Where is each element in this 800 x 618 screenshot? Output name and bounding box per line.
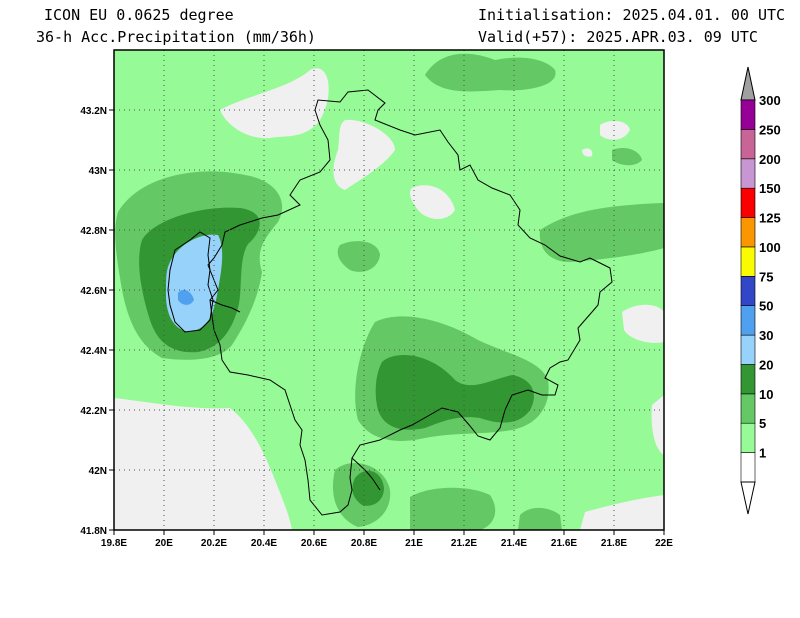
legend-label: 125 bbox=[759, 211, 781, 226]
x-tick-label: 21E bbox=[405, 538, 423, 549]
legend-label: 200 bbox=[759, 152, 781, 167]
x-tick-label: 21.8E bbox=[601, 538, 627, 549]
x-tick-label: 20.8E bbox=[351, 538, 377, 549]
legend-label: 1 bbox=[759, 446, 766, 461]
legend-arrow-top bbox=[740, 66, 756, 101]
legend-swatch bbox=[740, 275, 756, 306]
legend-swatch bbox=[740, 158, 756, 189]
legend-swatch bbox=[740, 99, 756, 130]
legend-swatch bbox=[740, 422, 756, 453]
x-tick-label: 20.4E bbox=[251, 538, 277, 549]
legend-label: 10 bbox=[759, 387, 773, 402]
x-tick-label: 21.4E bbox=[501, 538, 527, 549]
legend-swatch bbox=[740, 393, 756, 424]
legend-swatch bbox=[740, 305, 756, 336]
country-border bbox=[207, 89, 613, 516]
legend-swatch bbox=[740, 364, 756, 395]
precip-band-30-50 bbox=[178, 289, 194, 305]
legend-label: 50 bbox=[759, 299, 773, 314]
x-tick-labels: 19.8E 20E 20.2E 20.4E 20.6E 20.8E 21E 21… bbox=[101, 538, 673, 549]
x-tick-label: 21.2E bbox=[451, 538, 477, 549]
legend-swatch bbox=[740, 187, 756, 218]
legend-swatch bbox=[740, 129, 756, 160]
internal-boundary-2 bbox=[351, 457, 381, 491]
y-tick-label: 42.2N bbox=[80, 406, 107, 417]
x-tick-label: 19.8E bbox=[101, 538, 127, 549]
legend-label: 100 bbox=[759, 240, 781, 255]
lake-outline bbox=[167, 231, 214, 333]
legend-boxes bbox=[740, 99, 756, 483]
y-tick-label: 42.4N bbox=[80, 346, 107, 357]
legend-labels: 1 5 10 20 30 50 75 100 125 150 200 250 300 bbox=[759, 93, 781, 461]
x-tick-label: 22E bbox=[655, 538, 673, 549]
tick-marks bbox=[109, 109, 665, 535]
legend-swatch bbox=[740, 334, 756, 365]
x-tick-label: 20.2E bbox=[201, 538, 227, 549]
gridlines bbox=[114, 50, 664, 530]
legend-label: 300 bbox=[759, 93, 781, 108]
legend-swatch bbox=[740, 452, 756, 483]
legend-label: 75 bbox=[759, 269, 773, 284]
model-title: ICON EU 0.0625 degree bbox=[44, 6, 234, 24]
color-legend: 1 5 10 20 30 50 75 100 125 150 200 250 300 bbox=[740, 66, 781, 515]
y-tick-label: 42.6N bbox=[80, 286, 107, 297]
valid-time: Valid(+57): 2025.APR.03. 09 UTC bbox=[478, 28, 758, 46]
legend-label: 5 bbox=[759, 416, 766, 431]
legend-swatch bbox=[740, 246, 756, 277]
y-tick-label: 42N bbox=[89, 466, 107, 477]
legend-label: 150 bbox=[759, 181, 781, 196]
y-tick-label: 43N bbox=[89, 166, 107, 177]
field-title: 36-h Acc.Precipitation (mm/36h) bbox=[36, 28, 316, 46]
x-tick-label: 20E bbox=[155, 538, 173, 549]
y-tick-labels: 41.8N 42N 42.2N 42.4N 42.6N 42.8N 43N 43… bbox=[80, 106, 107, 537]
y-tick-label: 43.2N bbox=[80, 106, 107, 117]
y-tick-label: 41.8N bbox=[80, 526, 107, 537]
legend-label: 30 bbox=[759, 328, 773, 343]
dry-areas bbox=[114, 68, 664, 530]
x-tick-label: 20.6E bbox=[301, 538, 327, 549]
legend-swatch bbox=[740, 217, 756, 248]
legend-label: 250 bbox=[759, 122, 781, 137]
x-tick-label: 21.6E bbox=[551, 538, 577, 549]
legend-arrow-bottom bbox=[740, 481, 756, 515]
legend-label: 20 bbox=[759, 358, 773, 373]
internal-boundary bbox=[209, 299, 241, 313]
y-tick-label: 42.8N bbox=[80, 226, 107, 237]
init-time: Initialisation: 2025.04.01. 00 UTC bbox=[478, 6, 786, 24]
